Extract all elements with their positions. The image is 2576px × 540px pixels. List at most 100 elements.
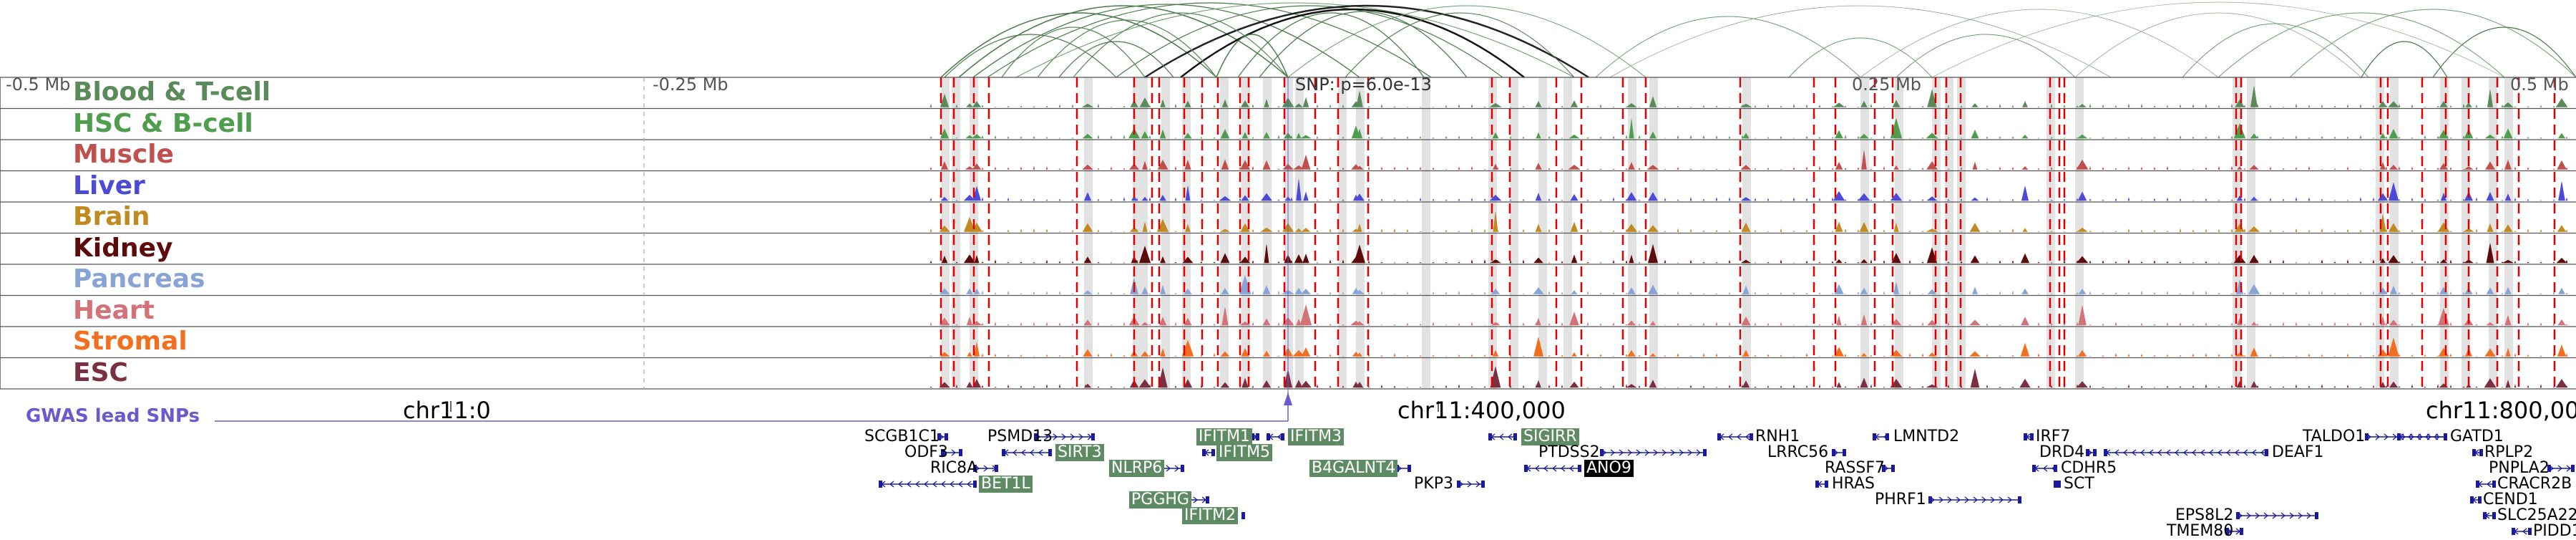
- gene-label[interactable]: HRAS: [1832, 475, 1875, 493]
- strand-arrow: [1053, 433, 1058, 440]
- gene-label[interactable]: PNPLA2: [2489, 459, 2550, 477]
- strand-arrow: [2522, 528, 2527, 535]
- coord-label-far: 0.5 Mb: [2510, 74, 2569, 95]
- strand-arrow: [923, 481, 929, 488]
- gene-label[interactable]: RPLP2: [2484, 443, 2534, 461]
- exon: [1885, 433, 1889, 440]
- gene-label[interactable]: RIC8A: [930, 459, 978, 477]
- track-label: ESC: [73, 357, 128, 387]
- gene-label[interactable]: PHRF1: [1875, 491, 1926, 508]
- strand-arrow: [2234, 449, 2240, 456]
- strand-arrow: [1044, 433, 1050, 440]
- gene-label[interactable]: B4GALNT4: [1309, 460, 1398, 477]
- gene-label[interactable]: IFITM5: [1216, 444, 1273, 461]
- gene-label[interactable]: IFITM3: [1288, 428, 1345, 445]
- gene-models: [879, 433, 2575, 535]
- gene-label[interactable]: CRACR2B: [2497, 475, 2572, 493]
- gene-label[interactable]: SIGIRR: [1521, 428, 1579, 445]
- strand-arrow: [1981, 496, 1987, 503]
- signal-track: [930, 117, 2568, 139]
- interaction-arc: [1595, 16, 1861, 78]
- gene-label[interactable]: SCGB1C1: [864, 428, 940, 445]
- gene-label[interactable]: PKP3: [1414, 475, 1453, 493]
- strand-arrow: [2131, 449, 2137, 456]
- strand-arrow: [2243, 449, 2248, 456]
- gene-label[interactable]: DRD4: [2039, 443, 2085, 461]
- exon: [1873, 433, 1876, 440]
- strand-arrow: [2289, 512, 2295, 519]
- gene-label[interactable]: ANO9: [1584, 460, 1634, 477]
- gene-label[interactable]: BET1L: [979, 476, 1033, 493]
- gene-label[interactable]: IFITM1: [1196, 428, 1253, 445]
- gene-label[interactable]: LRRC56: [1767, 443, 1829, 461]
- strand-arrow: [906, 481, 912, 488]
- exon: [1600, 449, 1604, 456]
- gene-label[interactable]: IFITM2: [1182, 507, 1239, 524]
- gwas-track-label: GWAS lead SNPs: [26, 405, 200, 427]
- strand-arrow: [2384, 433, 2389, 440]
- gene-label[interactable]: SCT: [2064, 475, 2094, 493]
- interaction-arc: [2361, 41, 2448, 78]
- strand-arrow: [2174, 449, 2180, 456]
- chrom-label-left: chr11:0: [403, 397, 491, 424]
- gene-label[interactable]: EPS8L2: [2175, 506, 2234, 524]
- exon: [937, 433, 941, 440]
- strand-arrow: [1653, 449, 1659, 456]
- coord-label-left: -0.5 Mb: [6, 74, 71, 95]
- exon: [2086, 449, 2089, 456]
- gene-label[interactable]: CEND1: [2483, 491, 2538, 508]
- strand-arrow: [1498, 433, 1504, 440]
- strand-arrow: [2182, 449, 2188, 456]
- interaction-arc: [1931, 1, 2505, 78]
- strand-arrow: [1696, 449, 1702, 456]
- exon: [1407, 465, 1411, 472]
- exon: [995, 465, 998, 472]
- gene-label[interactable]: RASSF7: [1825, 459, 1885, 477]
- gene-label[interactable]: LMNTD2: [1893, 428, 1960, 445]
- exon: [1241, 512, 1245, 519]
- strand-arrow: [2007, 496, 2013, 503]
- strand-arrow: [1662, 449, 1667, 456]
- exon: [2054, 465, 2057, 472]
- gene-label[interactable]: CDHR5: [2061, 459, 2117, 477]
- strand-arrow: [2246, 512, 2252, 519]
- gene-label[interactable]: RNH1: [1755, 428, 1800, 445]
- strand-arrow: [966, 481, 972, 488]
- strand-arrow: [1560, 465, 1566, 472]
- gene-label[interactable]: SLC25A22: [2497, 506, 2576, 524]
- gene-label[interactable]: IRF7: [2036, 428, 2071, 445]
- exon: [2479, 449, 2483, 456]
- gene-label[interactable]: NLRP6: [1109, 460, 1165, 477]
- exon: [1206, 496, 1209, 503]
- interaction-arc: [1144, 4, 1589, 79]
- gene-label[interactable]: TALDO1: [2303, 428, 2366, 445]
- strand-arrow: [1193, 496, 1199, 503]
- exon: [2528, 528, 2532, 535]
- interaction-arc: [1073, 12, 1289, 78]
- gene-label[interactable]: ODF3: [904, 443, 948, 461]
- strand-arrow: [1038, 449, 1043, 456]
- strand-arrow: [1543, 465, 1548, 472]
- gene-label[interactable]: SIRT3: [1055, 444, 1104, 461]
- exon: [1251, 433, 1254, 440]
- exon: [2024, 433, 2027, 440]
- strand-arrow: [2122, 449, 2128, 456]
- gene-label[interactable]: GATD1: [2450, 428, 2504, 445]
- exon: [2478, 496, 2482, 503]
- strand-arrow: [2114, 449, 2119, 456]
- gene-label[interactable]: DEAF1: [2272, 443, 2324, 461]
- gene-label[interactable]: PIDD1: [2533, 522, 2576, 540]
- gene-label[interactable]: TMEM80: [2167, 522, 2234, 540]
- strand-arrow: [1619, 449, 1624, 456]
- exon: [1457, 481, 1460, 488]
- strand-arrow: [1736, 433, 1742, 440]
- gene-label[interactable]: PGGHG: [1129, 491, 1191, 508]
- gene-label[interactable]: PTDSS2: [1538, 443, 1600, 461]
- strand-arrow: [1551, 465, 1557, 472]
- gene-label[interactable]: PSMD13: [987, 428, 1053, 445]
- strand-arrow: [1070, 433, 1075, 440]
- exon: [2030, 433, 2034, 440]
- exon: [2476, 481, 2479, 488]
- interaction-arc: [940, 12, 1217, 78]
- strand-arrow: [940, 481, 946, 488]
